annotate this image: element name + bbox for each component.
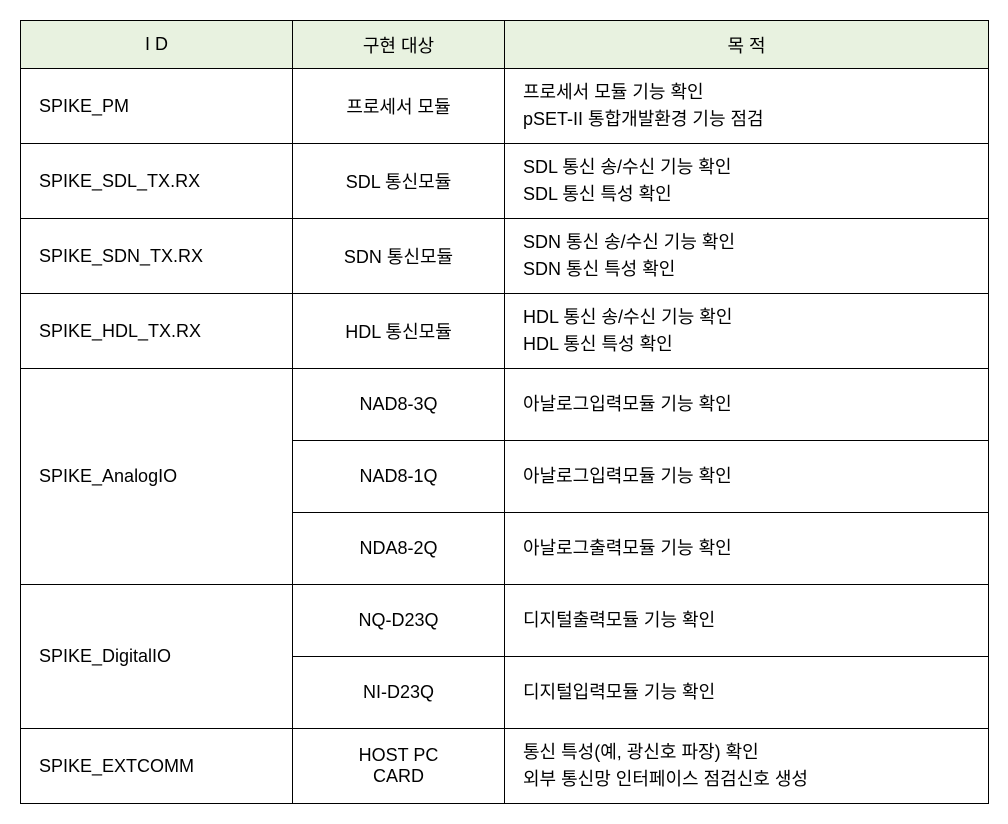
header-id: I D [21, 21, 293, 69]
cell-target: NI-D23Q [293, 657, 505, 729]
cell-purpose: 디지털입력모듈 기능 확인 [505, 657, 989, 729]
cell-target: NAD8-3Q [293, 369, 505, 441]
table-row: SPIKE_PM 프로세서 모듈 프로세서 모듈 기능 확인 pSET-II 통… [21, 69, 989, 144]
table-header-row: I D 구현 대상 목 적 [21, 21, 989, 69]
header-target: 구현 대상 [293, 21, 505, 69]
cell-id: SPIKE_SDL_TX.RX [21, 144, 293, 219]
cell-purpose: 디지털출력모듈 기능 확인 [505, 585, 989, 657]
cell-id: SPIKE_AnalogIO [21, 369, 293, 585]
cell-id: SPIKE_PM [21, 69, 293, 144]
table-row: SPIKE_SDL_TX.RX SDL 통신모듈 SDL 통신 송/수신 기능 … [21, 144, 989, 219]
cell-purpose: 프로세서 모듈 기능 확인 pSET-II 통합개발환경 기능 점검 [505, 69, 989, 144]
cell-purpose: 아날로그입력모듈 기능 확인 [505, 369, 989, 441]
cell-purpose: 아날로그출력모듈 기능 확인 [505, 513, 989, 585]
cell-purpose: 아날로그입력모듈 기능 확인 [505, 441, 989, 513]
header-purpose: 목 적 [505, 21, 989, 69]
cell-target: NDA8-2Q [293, 513, 505, 585]
table-row: SPIKE_HDL_TX.RX HDL 통신모듈 HDL 통신 송/수신 기능 … [21, 294, 989, 369]
cell-purpose: 통신 특성(예, 광신호 파장) 확인 외부 통신망 인터페이스 점검신호 생성 [505, 729, 989, 804]
cell-id: SPIKE_DigitalIO [21, 585, 293, 729]
cell-purpose: SDN 통신 송/수신 기능 확인 SDN 통신 특성 확인 [505, 219, 989, 294]
table-row: SPIKE_DigitalIO NQ-D23Q 디지털출력모듈 기능 확인 [21, 585, 989, 657]
cell-target: NAD8-1Q [293, 441, 505, 513]
cell-target: HDL 통신모듈 [293, 294, 505, 369]
cell-id: SPIKE_SDN_TX.RX [21, 219, 293, 294]
cell-purpose: SDL 통신 송/수신 기능 확인 SDL 통신 특성 확인 [505, 144, 989, 219]
spike-table: I D 구현 대상 목 적 SPIKE_PM 프로세서 모듈 프로세서 모듈 기… [20, 20, 989, 804]
cell-target: NQ-D23Q [293, 585, 505, 657]
table-body: SPIKE_PM 프로세서 모듈 프로세서 모듈 기능 확인 pSET-II 통… [21, 69, 989, 804]
table-row: SPIKE_SDN_TX.RX SDN 통신모듈 SDN 통신 송/수신 기능 … [21, 219, 989, 294]
cell-purpose: HDL 통신 송/수신 기능 확인 HDL 통신 특성 확인 [505, 294, 989, 369]
cell-target: 프로세서 모듈 [293, 69, 505, 144]
table-row: SPIKE_AnalogIO NAD8-3Q 아날로그입력모듈 기능 확인 [21, 369, 989, 441]
cell-target: SDL 통신모듈 [293, 144, 505, 219]
cell-id: SPIKE_HDL_TX.RX [21, 294, 293, 369]
cell-target: SDN 통신모듈 [293, 219, 505, 294]
cell-target: HOST PC CARD [293, 729, 505, 804]
cell-id: SPIKE_EXTCOMM [21, 729, 293, 804]
table-row: SPIKE_EXTCOMM HOST PC CARD 통신 특성(예, 광신호 … [21, 729, 989, 804]
